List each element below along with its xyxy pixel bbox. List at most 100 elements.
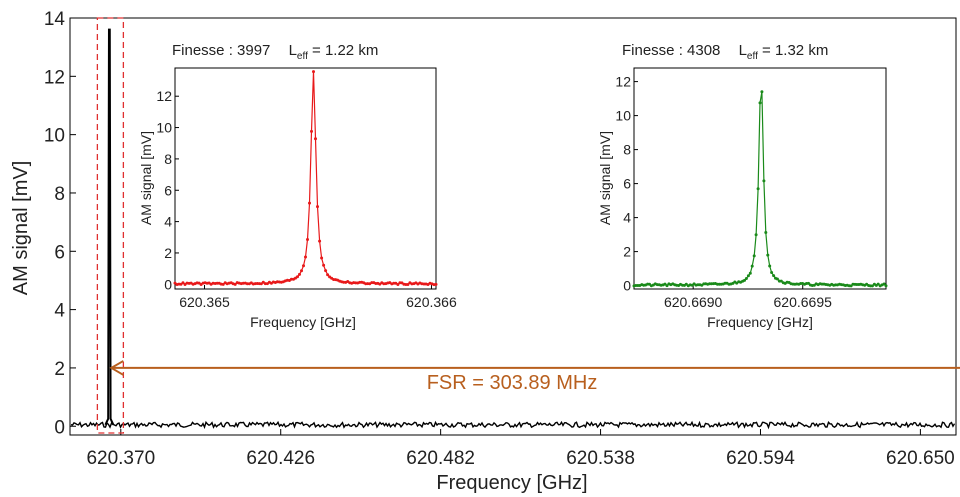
inset-1-leff-value: = 1.22 km — [308, 42, 378, 59]
main-y-tick-label: 14 — [44, 9, 66, 30]
inset1-data-point — [318, 239, 322, 243]
inset1-data-point — [221, 282, 225, 286]
inset-2-x-ticks: 620.6690 620.6695 — [664, 285, 832, 310]
inset1-y-tick-label: 0 — [164, 276, 172, 292]
main-x-tick-label: 620.650 — [886, 448, 955, 469]
inset2-y-tick-label: 2 — [623, 244, 631, 260]
inset-1-finesse: Finesse : 3997 — [172, 42, 270, 59]
main-x-tick-label: 620.370 — [86, 448, 155, 469]
inset2-data-point — [876, 282, 880, 286]
main-y-tick-label: 2 — [54, 359, 65, 380]
inset2-data-point — [746, 274, 750, 278]
main-x-tick-label: 620.594 — [726, 448, 795, 469]
inset2-data-point — [750, 264, 754, 268]
main-x-tick-label: 620.538 — [566, 448, 635, 469]
main-baseline-noise-line — [70, 420, 956, 430]
inset2-data-point — [882, 282, 886, 286]
inset1-data-point — [304, 255, 307, 259]
inset2-data-point — [758, 101, 762, 105]
inset-1-x-ticks: 620.365 620.366 — [179, 285, 457, 310]
main-y-tick-label: 8 — [54, 184, 65, 205]
inset2-data-point — [772, 274, 776, 278]
inset2-data-point — [779, 279, 783, 283]
inset2-data-point — [744, 277, 748, 280]
inset1-data-point — [310, 129, 313, 133]
inset-1-title: Finesse : 3997 Leff = 1.22 km — [172, 42, 378, 62]
main-y-tick-label: 10 — [44, 126, 65, 147]
inset1-data-point — [289, 277, 293, 281]
inset2-y-tick-label: 8 — [623, 142, 631, 158]
inset-1-y-axis-title: AM signal [mV] — [138, 131, 154, 225]
inset1-data-point — [316, 205, 319, 209]
inset2-x-tick-label: 620.6690 — [664, 294, 723, 310]
inset2-y-tick-label: 4 — [623, 210, 631, 226]
inset1-y-tick-label: 12 — [156, 88, 172, 104]
inset2-y-tick-label: 10 — [615, 108, 631, 124]
inset1-x-tick-label: 620.365 — [179, 294, 230, 310]
main-y-axis-title: AM signal [mV] — [10, 161, 32, 295]
inset2-data-point — [743, 278, 746, 282]
main-x-ticks: 620.370 620.426 620.482 620.538 620.594 620.6… — [86, 429, 955, 469]
inset2-data-point — [770, 271, 774, 274]
inset-1-y-ticks: 0 2 4 6 8 10 12 — [156, 88, 179, 292]
inset1-data-point — [320, 256, 324, 260]
main-y-tick-label: 12 — [44, 67, 65, 88]
main-y-tick-label: 0 — [54, 417, 65, 438]
inset2-data-point — [684, 282, 688, 286]
main-y-tick-label: 6 — [54, 242, 65, 263]
inset2-data-point — [775, 277, 779, 281]
inset1-y-tick-label: 4 — [164, 214, 172, 230]
inset2-y-tick-label: 0 — [623, 278, 631, 294]
inset1-x-tick-label: 620.366 — [406, 294, 457, 310]
inset-1-x-axis-title: Frequency [GHz] — [250, 314, 356, 330]
inset1-data-point — [326, 273, 330, 277]
inset-1-leff-symbol: L — [289, 42, 297, 59]
inset1-data-point — [396, 283, 400, 286]
inset-1-leff-subscript: eff — [297, 51, 308, 62]
peak-1-highlight-box — [96, 17, 125, 434]
inset1-data-point — [181, 281, 185, 285]
inset1-data-point — [263, 282, 267, 286]
inset2-x-tick-label: 620.6695 — [774, 294, 833, 310]
inset-chart-2: 0 2 4 6 8 10 12 620.6690 620.6695 Finesse : 430… — [597, 42, 888, 330]
inset1-data-point — [296, 275, 299, 279]
main-resonance-peak — [104, 28, 115, 426]
inset-2-leff-symbol: L — [739, 42, 747, 59]
inset2-data-point — [766, 253, 770, 257]
inset-2-y-axis-title: AM signal [mV] — [597, 131, 613, 225]
inset1-data-point — [406, 283, 410, 286]
inset-2-y-ticks: 0 2 4 6 8 10 12 — [615, 74, 638, 294]
inset-2-x-axis-title: Frequency [GHz] — [707, 314, 813, 330]
inset1-data-point — [302, 264, 305, 268]
inset1-data-point — [298, 272, 301, 276]
inset2-data-point — [768, 264, 772, 268]
inset1-y-tick-label: 6 — [164, 182, 172, 198]
inset1-y-tick-label: 8 — [164, 151, 172, 167]
inset2-data-point — [752, 254, 756, 258]
inset2-y-tick-label: 12 — [615, 74, 631, 90]
inset2-data-point — [764, 231, 768, 234]
inset2-y-tick-label: 6 — [623, 176, 631, 192]
inset2-data-point — [760, 90, 764, 94]
fsr-arrow: FSR = 303.89 MHz — [109, 360, 960, 394]
main-x-tick-label: 620.426 — [246, 448, 315, 469]
main-baseline-noise — [70, 420, 956, 430]
main-series — [104, 28, 115, 426]
main-x-tick-label: 620.482 — [406, 448, 475, 469]
inset2-data-point — [762, 179, 766, 183]
inset-2-leff-subscript: eff — [747, 51, 758, 62]
inset2-data-point — [884, 284, 888, 288]
inset1-data-point — [322, 263, 326, 267]
inset2-data-point — [754, 233, 758, 237]
inset2-data-point — [748, 271, 752, 275]
fsr-label: FSR = 303.89 MHz — [427, 372, 598, 394]
inset1-data-point — [308, 201, 311, 205]
inset-2-title: Finesse : 4308 Leff = 1.32 km — [622, 42, 828, 62]
main-y-ticks: 0 2 4 6 8 10 12 14 — [44, 9, 76, 438]
inset2-data-point — [756, 187, 760, 191]
inset-2-series — [632, 90, 888, 288]
fsr-arrow-head-left — [109, 360, 124, 376]
main-x-axis-title: Frequency [GHz] — [436, 472, 587, 494]
inset1-y-tick-label: 2 — [164, 245, 172, 261]
